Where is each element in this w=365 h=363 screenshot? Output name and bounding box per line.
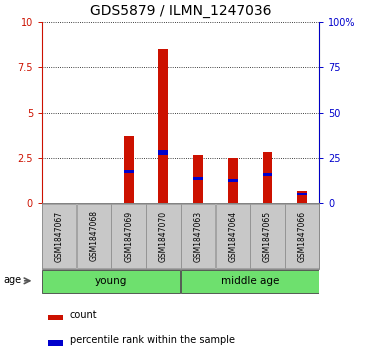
- Bar: [193, 155, 203, 203]
- Text: young: young: [95, 276, 127, 286]
- FancyBboxPatch shape: [42, 204, 77, 268]
- Bar: [47, 315, 63, 320]
- Bar: [262, 174, 272, 176]
- Text: GSM1847068: GSM1847068: [89, 211, 99, 261]
- Bar: [262, 152, 272, 203]
- Bar: [47, 340, 63, 346]
- FancyBboxPatch shape: [42, 270, 180, 293]
- Bar: [158, 49, 168, 203]
- FancyBboxPatch shape: [215, 204, 250, 268]
- Bar: [228, 179, 238, 182]
- Bar: [297, 192, 307, 203]
- Bar: [124, 170, 134, 174]
- FancyBboxPatch shape: [111, 204, 146, 268]
- FancyBboxPatch shape: [77, 204, 111, 268]
- FancyBboxPatch shape: [181, 204, 215, 268]
- Text: percentile rank within the sample: percentile rank within the sample: [70, 335, 235, 345]
- Bar: [158, 150, 168, 155]
- Text: GSM1847067: GSM1847067: [55, 211, 64, 261]
- Bar: [124, 136, 134, 203]
- Text: GSM1847069: GSM1847069: [124, 211, 133, 261]
- Bar: [297, 193, 307, 195]
- Text: GSM1847064: GSM1847064: [228, 211, 237, 261]
- Bar: [228, 158, 238, 203]
- Text: age: age: [3, 275, 22, 285]
- Text: middle age: middle age: [221, 276, 279, 286]
- Bar: [193, 178, 203, 180]
- Text: GSM1847065: GSM1847065: [263, 211, 272, 261]
- Text: GSM1847066: GSM1847066: [297, 211, 307, 261]
- FancyBboxPatch shape: [285, 204, 319, 268]
- FancyBboxPatch shape: [250, 204, 285, 268]
- Text: GSM1847070: GSM1847070: [159, 211, 168, 261]
- Title: GDS5879 / ILMN_1247036: GDS5879 / ILMN_1247036: [90, 4, 272, 18]
- Text: count: count: [70, 310, 97, 320]
- FancyBboxPatch shape: [181, 270, 319, 293]
- Text: GSM1847063: GSM1847063: [193, 211, 203, 261]
- FancyBboxPatch shape: [146, 204, 181, 268]
